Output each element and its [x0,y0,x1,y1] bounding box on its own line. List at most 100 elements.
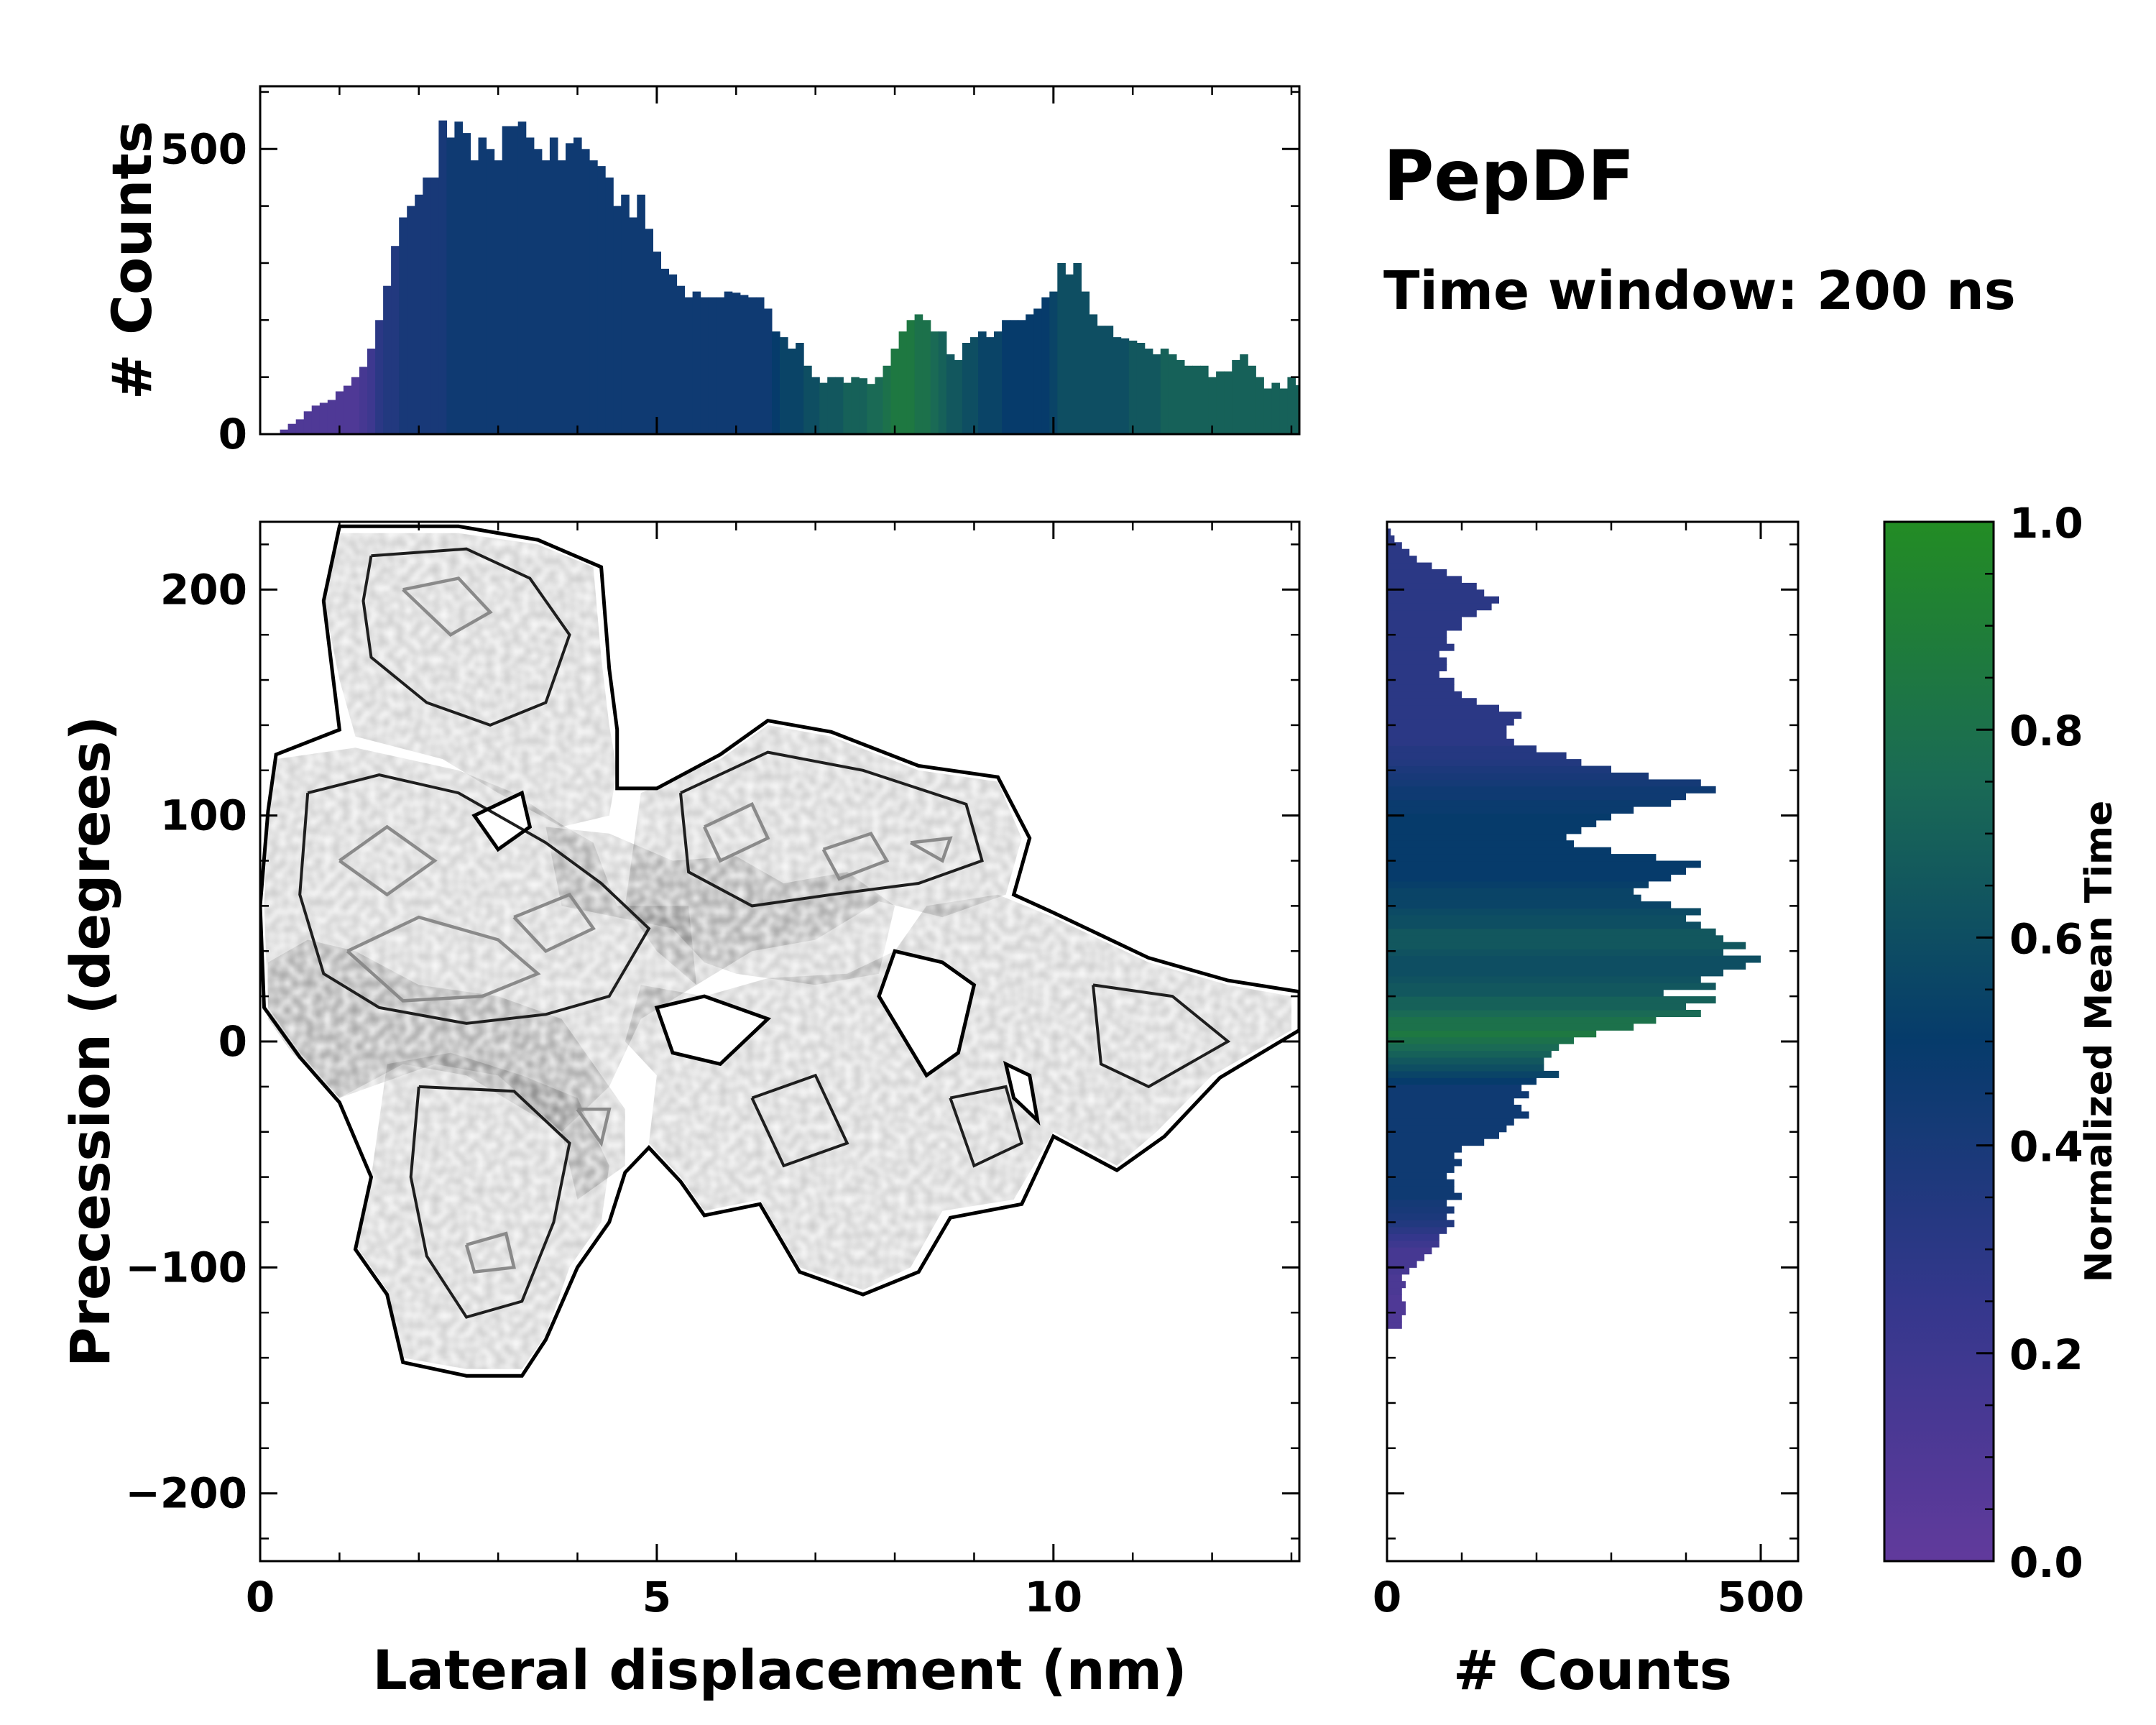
right-histogram-bar [1387,1321,1402,1329]
top-histogram-bar [1018,320,1026,434]
top-histogram-bar [351,377,360,434]
top-histogram-bar [1319,389,1328,435]
contour-line [679,750,984,908]
top-histogram-bar [407,206,415,434]
top-histogram-bar [375,320,384,434]
right-histogram-bar [1387,1165,1455,1173]
right-histogram-bar [1387,772,1649,780]
top-histogram-bar [875,377,884,434]
right-histogram-bar [1387,908,1701,916]
top-histogram-bar [1089,314,1098,434]
top-histogram-bar [898,331,908,434]
top-histogram-bar [566,143,574,434]
right-histogram-bar [1387,813,1611,821]
right-histogram-bar [1387,1098,1514,1105]
heatmap-hole [656,996,768,1064]
top-histogram-bar [637,194,645,434]
top-histogram-bar [478,137,487,434]
right-histogram-bar [1387,921,1701,929]
colorbar-tick-label: 0.6 [2009,914,2083,963]
right-histogram-bar [1387,542,1402,550]
heatmap-x-tick-label: 0 [246,1573,275,1622]
top-histogram-bar [755,297,765,434]
top-histogram-bar [597,166,606,434]
right-histogram-bar [1387,637,1447,645]
right-histogram-bar [1387,610,1477,617]
colorbar-tick-label: 0.2 [2009,1330,2083,1379]
top-histogram-bar [502,126,511,434]
heatmap-x-tick-label: 5 [642,1573,671,1622]
top-histogram-bar [1120,338,1130,434]
contour-line [346,915,541,1003]
right-histogram-bar [1387,1260,1417,1268]
top-histogram-bar [1287,377,1296,434]
top-histogram-bar [494,160,503,434]
right-histogram-bar [1387,1233,1439,1241]
top-histogram-bar [295,419,305,434]
top-histogram-bar [1263,388,1272,434]
right-histogram-bar [1387,657,1447,665]
top-histogram-bar [772,331,780,434]
right-histogram-bar [1387,1301,1406,1309]
right-histogram-bar [1387,860,1701,868]
right-histogram-bar [1387,562,1432,570]
top-histogram-bar [1136,343,1146,434]
right-histogram-bar [1387,1159,1462,1167]
colorbar-tick-label: 0.4 [2009,1123,2083,1172]
top-histogram-bar [1184,365,1193,434]
top-histogram-bar [811,377,820,434]
top-histogram-bar [796,343,804,434]
top-histogram-bar [1033,308,1042,434]
top-histogram-bar [716,297,725,434]
top-histogram-bar [1304,389,1312,435]
right-histogram-bar [1387,1044,1560,1052]
colorbar: 0.0 0.2 0.4 0.6 0.8 1.0 Normalized Mean Time [1883,499,2121,1587]
heatmap-ylabel: Precession (degrees) [58,716,122,1367]
heatmap-xlabel: Lateral displacement (nm) [372,1638,1187,1702]
right-histogram-bar [1387,1274,1402,1282]
contour-line [576,1108,612,1147]
top-histogram-bar [415,194,423,434]
top-histogram-bar [423,178,431,434]
contour-line [703,801,770,863]
right-histogram-bar [1387,1131,1499,1139]
top-histogram-bar [1073,263,1082,434]
right-histogram-bar [1387,819,1597,827]
top-histogram-bar [486,149,495,434]
top-histogram-bar [1216,371,1225,434]
top-histogram-bar [684,297,694,434]
top-histogram-bar [359,367,368,434]
right-histogram-bar [1387,949,1723,957]
top-histogram-bar [1462,405,1470,434]
right-histogram-bar [1387,1077,1537,1085]
right-histogram-bar [1387,724,1507,732]
right-histogram-bar [1387,1240,1439,1248]
right-histogram-bar [1387,1118,1514,1126]
top-histogram-bar [1208,377,1217,434]
top-histogram-bar [1081,291,1090,434]
right-histogram-bar [1387,596,1499,604]
top-histogram-bar [1200,365,1209,434]
right-histogram-bar [1387,1016,1657,1024]
contour-line [821,832,890,881]
top-histogram-bar [1026,314,1034,434]
right-histogram-bar [1387,901,1672,909]
top-histogram-bar [1470,400,1478,434]
contour-line [464,1231,516,1274]
top-histogram-bar [1414,411,1423,434]
top-histogram-bar [1597,413,1606,434]
hole-outline [1003,1060,1041,1126]
top-histogram-bar [280,429,289,434]
top-histogram-bar [843,382,852,434]
top-histogram-bar [438,120,447,434]
top-histogram-bar [613,206,622,434]
right-histogram-bar [1387,1192,1462,1200]
top-histogram-bar [391,246,400,434]
top-histogram-bar [1636,423,1645,434]
top-histogram-bar [1176,359,1185,434]
heatmap-region [323,533,617,827]
top-histogram-bar [399,217,407,434]
top-histogram-bar [1057,263,1066,434]
top-histogram-bar [462,133,471,434]
heatmap-y-tick-label: 200 [160,565,247,614]
